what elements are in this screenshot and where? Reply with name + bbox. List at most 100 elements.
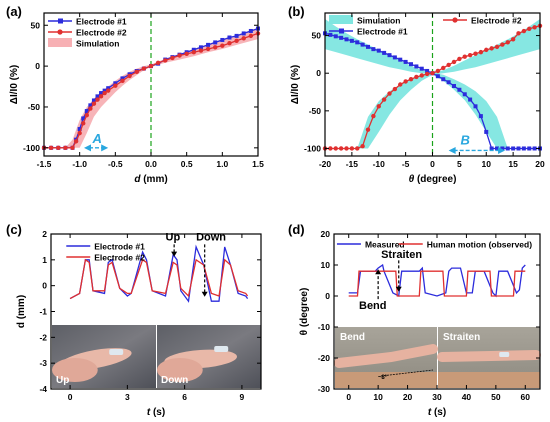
data-point xyxy=(516,31,521,36)
legend-label: Electrode #2 xyxy=(94,253,145,263)
legend-marker xyxy=(58,18,63,24)
data-point xyxy=(371,113,376,119)
y-axis-label: ΔI/I0 (%) xyxy=(290,65,301,104)
data-point xyxy=(360,42,365,47)
data-point xyxy=(462,92,467,97)
panel-label: (b) xyxy=(288,4,305,19)
data-point xyxy=(451,59,457,65)
legend-swatch xyxy=(48,38,72,47)
data-point xyxy=(81,116,86,121)
photo-label: Up xyxy=(56,375,69,386)
data-point xyxy=(120,78,125,84)
series-line xyxy=(69,258,249,300)
data-point xyxy=(155,60,161,66)
legend-label: Electrode #1 xyxy=(94,242,145,252)
data-point xyxy=(457,87,462,92)
data-point xyxy=(403,79,408,84)
data-point xyxy=(70,145,75,151)
annotation-straiten: Straiten xyxy=(381,249,422,261)
data-point xyxy=(467,52,473,58)
annotation-arrowhead xyxy=(375,269,382,275)
data-point xyxy=(489,146,494,151)
data-point xyxy=(521,146,526,151)
data-point xyxy=(198,48,204,53)
x-tick-label: 1.0 xyxy=(216,159,228,169)
data-point xyxy=(468,97,473,102)
data-point xyxy=(205,46,211,52)
data-point xyxy=(446,62,451,68)
data-point xyxy=(248,33,254,39)
range-arrow-head-right xyxy=(498,146,506,154)
data-point xyxy=(510,37,516,42)
data-point xyxy=(95,97,100,102)
y-tick-label: -10 xyxy=(318,322,331,332)
legend-label: Human motion (observed) xyxy=(427,240,532,250)
legend-label: Simulation xyxy=(357,16,400,26)
data-point xyxy=(382,50,387,55)
data-point xyxy=(452,84,456,89)
data-point xyxy=(473,51,478,56)
data-point xyxy=(355,40,360,45)
arm-illustration xyxy=(334,344,438,368)
x-tick-label: 3 xyxy=(125,392,130,402)
x-axis-unit: (s) xyxy=(150,407,165,418)
legend-marker xyxy=(452,17,458,23)
data-point xyxy=(248,28,253,33)
x-tick-label: 9 xyxy=(240,392,245,402)
y-tick-label: 2 xyxy=(42,229,47,239)
data-point xyxy=(127,73,132,79)
angle-label: ~8° xyxy=(378,375,388,381)
data-point xyxy=(63,145,68,151)
x-tick-label: -1.5 xyxy=(37,159,52,169)
x-tick-label: 0.0 xyxy=(145,159,157,169)
data-point xyxy=(414,74,419,80)
annotation-label: B xyxy=(460,132,469,147)
x-tick-label: -1.0 xyxy=(72,159,87,169)
x-axis-label: t (s) xyxy=(428,407,446,418)
data-point xyxy=(365,127,371,132)
data-point xyxy=(349,38,354,43)
data-point xyxy=(425,68,430,73)
data-point xyxy=(81,121,86,126)
series-line xyxy=(348,270,526,297)
simulation-band xyxy=(325,19,508,149)
data-point xyxy=(191,47,196,52)
annotation-down: Down xyxy=(196,231,226,243)
x-axis-var: t xyxy=(147,407,151,418)
y-tick-label: -50 xyxy=(28,102,41,112)
sensor-illustration xyxy=(109,349,124,355)
panel-label: (d) xyxy=(288,222,305,237)
y-tick-label: 20 xyxy=(321,229,331,239)
data-point xyxy=(113,83,118,88)
x-tick-label: -20 xyxy=(319,159,332,169)
data-point xyxy=(392,55,397,60)
data-point xyxy=(419,66,424,71)
legend-label: Measured xyxy=(365,240,405,250)
x-tick-label: 15 xyxy=(508,159,518,169)
data-point xyxy=(177,53,182,58)
x-tick-label: -10 xyxy=(373,159,386,169)
data-point xyxy=(527,146,532,151)
y-tick-label: -2 xyxy=(39,332,47,342)
data-point xyxy=(91,101,97,106)
annotation-arrowhead xyxy=(171,251,178,257)
data-point xyxy=(392,86,398,92)
hand-illustration xyxy=(157,358,203,382)
data-point xyxy=(505,146,510,151)
data-point xyxy=(73,139,79,144)
data-point xyxy=(56,145,61,151)
y-tick-label: 1 xyxy=(42,255,47,265)
annotation-arrowhead xyxy=(395,286,402,292)
y-tick-label: 0 xyxy=(325,291,330,301)
legend-label: Electrode #1 xyxy=(76,17,127,27)
legend-marker xyxy=(57,29,63,35)
x-axis-unit: (degree) xyxy=(414,174,456,185)
y-tick-label: -20 xyxy=(318,353,331,363)
data-point xyxy=(419,73,424,78)
data-point xyxy=(484,47,489,53)
data-point xyxy=(532,146,537,151)
table-illustration xyxy=(438,372,540,388)
x-axis-label: t (s) xyxy=(147,407,165,418)
